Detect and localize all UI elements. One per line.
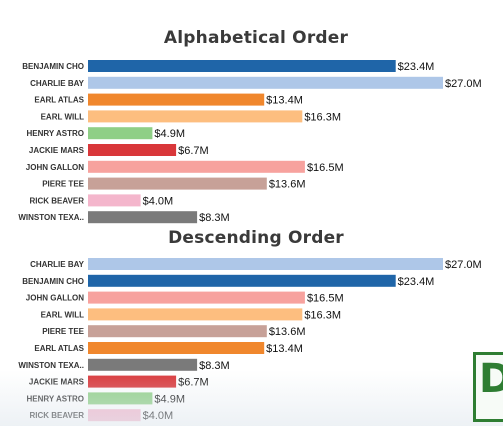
logo-badge: D: [473, 352, 503, 422]
category-label: BENJAMIN CHO: [22, 62, 84, 71]
bar: [88, 258, 443, 270]
value-label: $23.4M: [398, 276, 435, 288]
bar: [88, 93, 265, 106]
bar: [88, 392, 153, 405]
bar: [88, 127, 153, 140]
logo-letter: D: [479, 356, 503, 402]
value-label: $4.9M: [154, 128, 185, 140]
bar: [88, 194, 141, 207]
category-label: JOHN GALLON: [26, 163, 84, 172]
category-label: BENJAMIN CHO: [22, 277, 84, 286]
value-label: $23.4M: [398, 61, 435, 73]
value-label: $13.6M: [269, 179, 306, 191]
category-label: EARL WILL: [41, 112, 85, 121]
bar: [88, 211, 198, 224]
bar: [88, 342, 265, 354]
category-label: RICK BEAVER: [29, 411, 84, 420]
value-label: $4.0M: [143, 195, 174, 207]
bar: [88, 60, 396, 72]
category-label: EARL ATLAS: [34, 344, 84, 353]
value-label: $6.7M: [178, 145, 209, 157]
category-label: CHARLIE BAY: [30, 260, 85, 269]
bar: [88, 144, 177, 156]
bar: [88, 291, 305, 304]
chart-alphabetical: BENJAMIN CHO $23.4M CHARLIE BAY $27.0M EARL …: [18, 60, 482, 224]
chart-title-alphabetical: Alphabetical Order: [163, 28, 349, 48]
category-label: HENRY ASTRO: [27, 129, 85, 138]
value-label: $8.3M: [199, 212, 230, 224]
bar: [88, 76, 443, 89]
category-label: WINSTON TEXA..: [18, 361, 84, 370]
value-label: $4.0M: [143, 410, 174, 422]
bar: [88, 358, 198, 371]
category-label: CHARLIE BAY: [30, 79, 85, 88]
category-label: EARL WILL: [41, 310, 85, 319]
value-label: $27.0M: [445, 78, 482, 90]
bar: [88, 375, 177, 388]
bar: [88, 110, 303, 123]
value-label: $13.4M: [266, 95, 303, 107]
category-label: JACKIE MARS: [29, 378, 85, 387]
bar: [88, 177, 267, 190]
value-label: $27.0M: [445, 259, 482, 271]
bar: [88, 160, 305, 173]
category-label: PIERE TEE: [42, 180, 84, 189]
category-label: WINSTON TEXA..: [18, 213, 84, 222]
value-label: $16.3M: [304, 309, 341, 321]
bar: [88, 274, 396, 287]
value-label: $13.4M: [266, 343, 303, 355]
chart-descending: CHARLIE BAY $27.0M BENJAMIN CHO $23.4M JOHN …: [18, 258, 482, 422]
category-label: RICK BEAVER: [29, 196, 84, 205]
value-label: $6.7M: [178, 377, 209, 389]
chart-title-descending: Descending Order: [168, 228, 344, 248]
value-label: $16.3M: [304, 111, 341, 123]
category-label: EARL ATLAS: [34, 96, 84, 105]
category-label: JACKIE MARS: [29, 146, 85, 155]
value-label: $13.6M: [269, 326, 306, 338]
bar: [88, 325, 267, 338]
value-label: $8.3M: [199, 360, 230, 372]
value-label: $16.5M: [307, 293, 344, 305]
category-label: JOHN GALLON: [26, 294, 84, 303]
bar: [88, 409, 141, 422]
value-label: $16.5M: [307, 162, 344, 174]
category-label: HENRY ASTRO: [27, 394, 85, 403]
value-label: $4.9M: [154, 393, 185, 405]
bar: [88, 308, 303, 321]
category-label: PIERE TEE: [42, 327, 84, 336]
